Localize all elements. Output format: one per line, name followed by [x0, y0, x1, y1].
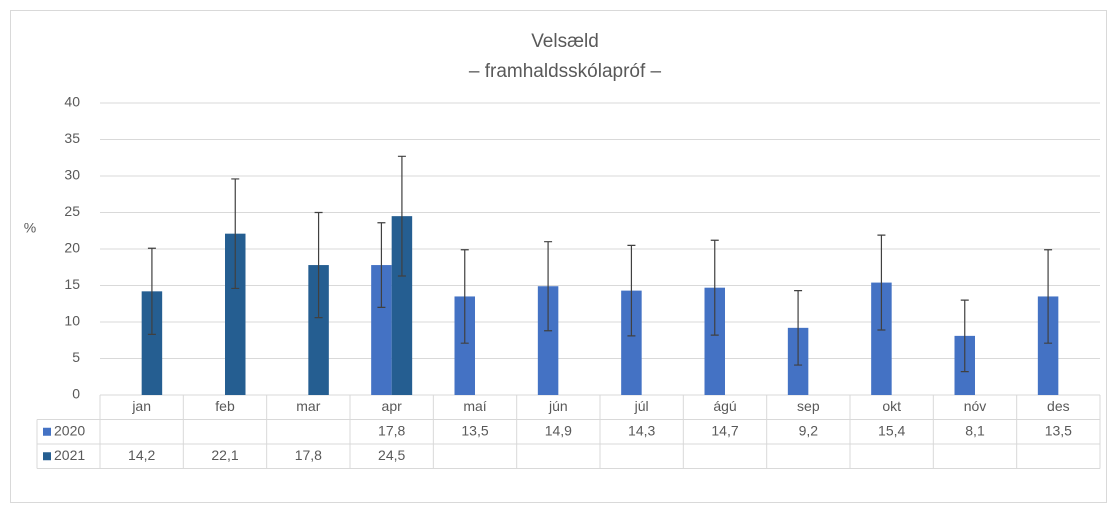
error-bar: [231, 178, 240, 290]
bar: [141, 291, 163, 395]
error-bar: [460, 249, 469, 344]
chart-title: Velsæld: [531, 31, 599, 52]
x-tick-label: feb: [215, 398, 235, 414]
table-value: 14,7: [711, 422, 738, 438]
chart-frame: [10, 10, 1107, 503]
y-tick-label: 35: [64, 130, 80, 146]
table-value: 22,1: [211, 447, 238, 463]
bar: [1037, 296, 1059, 395]
error-bar: [377, 222, 386, 308]
legend-swatch: [43, 427, 51, 436]
x-tick-label: apr: [382, 398, 403, 414]
bar: [871, 282, 892, 395]
y-tick-label: 10: [64, 313, 80, 329]
x-tick-label: sep: [797, 398, 820, 414]
table-value: 14,9: [545, 422, 572, 438]
error-bar: [710, 239, 719, 336]
x-tick-label: nóv: [964, 398, 987, 414]
table-value: 17,8: [295, 447, 322, 463]
x-tick-label: maí: [463, 398, 486, 414]
legend-label: 2021: [54, 447, 85, 463]
error-bar: [544, 241, 553, 332]
bar: [704, 287, 725, 395]
table-value: 14,2: [128, 447, 155, 463]
x-tick-label: ágú: [713, 398, 736, 414]
error-bar: [794, 290, 803, 366]
table-value: 9,2: [799, 422, 819, 438]
y-axis-label: %: [24, 220, 36, 236]
chart-subtitle: – framhaldsskólapróf –: [469, 61, 662, 82]
y-tick-label: 5: [72, 349, 80, 365]
error-bar: [1044, 249, 1053, 344]
bar: [371, 265, 392, 395]
table-value: 13,5: [1045, 422, 1072, 438]
y-tick-label: 0: [72, 386, 80, 402]
error-bar: [314, 211, 323, 319]
table-value: 14,3: [628, 422, 655, 438]
x-tick-label: júl: [634, 398, 649, 414]
bar: [537, 286, 559, 395]
x-tick-label: jan: [131, 398, 151, 414]
legend-swatch: [43, 452, 51, 461]
error-bar: [877, 234, 886, 331]
table-value: 8,1: [965, 422, 985, 438]
bar: [391, 216, 413, 395]
y-tick-label: 40: [64, 94, 80, 110]
error-bar: [960, 299, 969, 373]
x-tick-label: okt: [882, 398, 901, 414]
table-value: 15,4: [878, 422, 905, 438]
error-bar: [147, 247, 156, 336]
table-value: 13,5: [461, 422, 488, 438]
table-value: 17,8: [378, 422, 405, 438]
x-tick-label: mar: [296, 398, 320, 414]
y-tick-label: 25: [64, 203, 80, 219]
x-tick-label: jún: [548, 398, 568, 414]
y-tick-label: 20: [64, 240, 80, 256]
y-tick-label: 15: [64, 276, 80, 292]
table-value: 24,5: [378, 447, 405, 463]
error-bar: [397, 155, 406, 277]
bar: [454, 296, 475, 395]
legend-label: 2020: [54, 422, 85, 438]
y-tick-label: 30: [64, 167, 80, 183]
bar: [225, 233, 246, 395]
x-tick-label: des: [1047, 398, 1070, 414]
bar: [308, 265, 329, 395]
error-bar: [627, 244, 636, 337]
bar: [621, 290, 642, 395]
